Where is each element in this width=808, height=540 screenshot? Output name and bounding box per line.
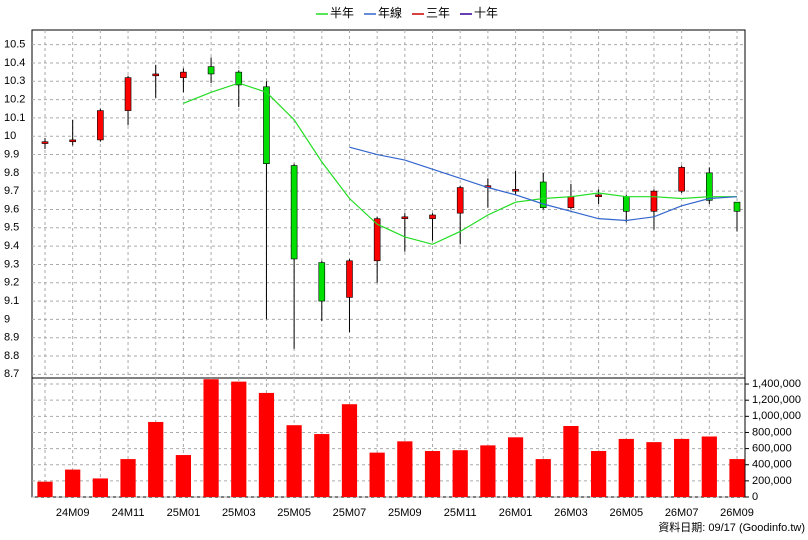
y2-tick-label: 200,000	[752, 475, 792, 487]
candle-body	[152, 73, 160, 77]
y-tick-label: 9	[4, 313, 10, 325]
volume-bar	[618, 438, 634, 497]
candle-body	[622, 196, 630, 212]
volume-bar	[92, 478, 108, 497]
volume-bar	[452, 450, 468, 497]
candle-body	[69, 139, 76, 143]
volume-bar	[397, 441, 413, 497]
legend-label: 三年	[426, 6, 450, 20]
volume-bar	[563, 426, 579, 497]
x-tick-label: 26M01	[499, 507, 533, 519]
y-tick-label: 9.3	[4, 258, 19, 270]
y-tick-label: 10.4	[4, 57, 25, 69]
y-tick-label: 10.5	[4, 39, 25, 51]
x-tick-label: 26M05	[609, 507, 643, 519]
legend-label: 年線	[378, 5, 402, 20]
volume-bar	[286, 425, 302, 497]
candle-body	[595, 194, 602, 197]
x-tick-label: 25M03	[222, 507, 256, 519]
volume-bar	[120, 459, 136, 497]
candle-body	[373, 218, 381, 262]
x-tick-label: 25M09	[388, 507, 422, 519]
x-tick-label: 26M09	[720, 507, 754, 519]
ma-line	[183, 82, 737, 245]
y-tick-label: 8.8	[4, 350, 19, 362]
candle-body	[567, 196, 575, 208]
volume-bar	[369, 452, 385, 497]
candle-body	[678, 167, 685, 192]
y-tick-label: 9.7	[4, 185, 19, 197]
legend-label: 半年	[330, 6, 354, 20]
volume-bar	[65, 469, 81, 497]
candle-body	[650, 190, 658, 212]
volume-bar	[231, 381, 247, 497]
candle-body	[401, 216, 409, 219]
candle-body	[318, 262, 326, 302]
volume-bar	[148, 421, 164, 497]
candle-body	[512, 189, 519, 192]
candle-body	[429, 214, 436, 219]
candle-body	[733, 201, 741, 212]
volume-bar	[674, 438, 690, 497]
volume-bar	[37, 481, 53, 497]
candle-body	[346, 260, 353, 298]
y-tick-label: 9.8	[4, 167, 19, 179]
candle-body	[207, 66, 215, 75]
y2-tick-label: 600,000	[752, 442, 792, 454]
y-tick-label: 10.3	[4, 75, 25, 87]
y-tick-label: 10.2	[4, 94, 25, 106]
candle-body	[180, 71, 187, 78]
source-note: 資料日期: 09/17 (Goodinfo.tw)	[658, 520, 805, 534]
volume-bar	[507, 437, 524, 497]
y-tick-label: 9.4	[4, 240, 19, 252]
y-tick-label: 9.2	[4, 277, 19, 289]
x-tick-label: 26M07	[665, 507, 699, 519]
y-tick-label: 9.1	[4, 295, 19, 307]
x-tick-label: 26M03	[554, 507, 588, 519]
x-tick-label: 25M01	[167, 507, 201, 519]
x-tick-label: 24M09	[56, 507, 90, 519]
y2-tick-label: 400,000	[752, 459, 792, 471]
volume-bar	[701, 436, 717, 497]
volume-bar	[341, 404, 358, 497]
volume-bar	[175, 455, 192, 497]
candle-body	[235, 71, 243, 86]
candle-body	[706, 172, 713, 201]
volume-bar	[314, 434, 330, 497]
x-tick-label: 24M11	[112, 507, 145, 519]
volume-bar	[646, 442, 662, 497]
y2-tick-label: 1,200,000	[752, 394, 801, 406]
volume-bar	[729, 459, 745, 497]
y-tick-label: 9.6	[4, 203, 19, 215]
x-tick-label: 25M11	[444, 507, 477, 519]
x-tick-label: 25M07	[333, 507, 367, 519]
y-tick-label: 9.5	[4, 222, 19, 234]
volume-bar	[424, 451, 441, 497]
candle-body	[124, 77, 132, 111]
candle-body	[539, 181, 547, 208]
y-tick-label: 8.7	[4, 368, 19, 380]
y-tick-label: 10.1	[4, 112, 25, 124]
candle-body	[97, 110, 104, 141]
y2-tick-label: 800,000	[752, 426, 792, 438]
candle-body	[41, 141, 49, 144]
y-tick-label: 9.9	[4, 148, 19, 160]
y-tick-label: 10	[4, 130, 16, 142]
y2-tick-label: 0	[752, 491, 758, 503]
candle-body	[263, 86, 270, 165]
ma-line	[349, 146, 738, 222]
y2-tick-label: 1,400,000	[752, 378, 801, 390]
volume-bar	[535, 459, 551, 497]
candle-body	[290, 165, 298, 260]
y2-tick-label: 1,000,000	[752, 410, 801, 422]
volume-bar	[258, 392, 275, 497]
volume-bar	[203, 379, 219, 497]
legend-label: 十年	[474, 6, 498, 20]
volume-bar	[480, 445, 496, 497]
y-tick-label: 8.9	[4, 332, 19, 344]
volume-bar	[590, 451, 607, 497]
candle-body	[456, 187, 464, 214]
x-tick-label: 25M05	[277, 507, 311, 519]
